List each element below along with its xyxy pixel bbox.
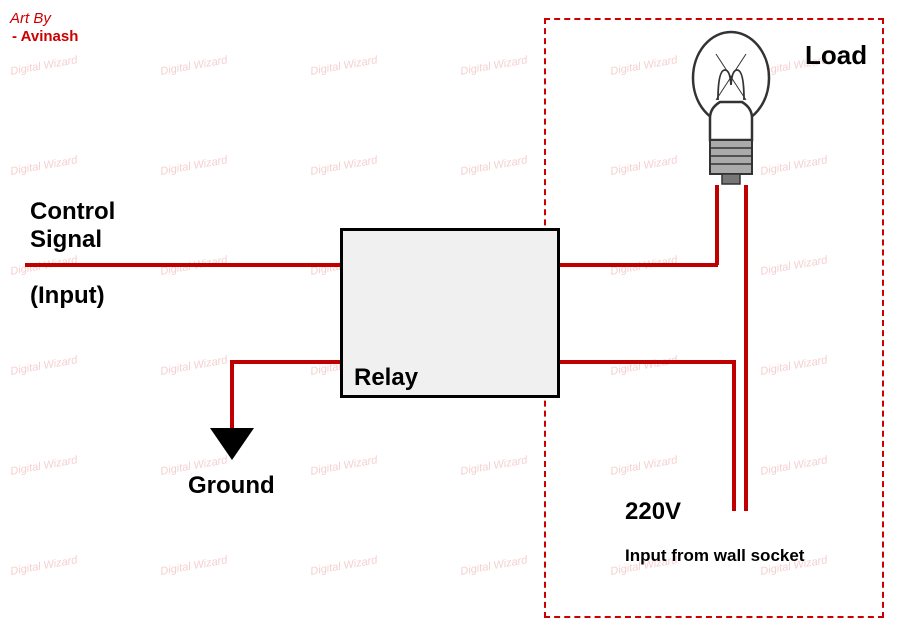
watermark: Digital Wizard xyxy=(159,554,228,578)
wire-relay-out-bot xyxy=(560,360,735,364)
wire-bulb-to-relay xyxy=(715,185,719,265)
watermark: Digital Wizard xyxy=(9,354,78,378)
credit-name: - Avinash xyxy=(12,28,78,45)
watermark: Digital Wizard xyxy=(9,54,78,78)
input-label: (Input) xyxy=(30,282,105,310)
watermark: Digital Wizard xyxy=(459,154,528,178)
relay-label: Relay xyxy=(354,364,418,392)
wire-control-in xyxy=(25,263,340,267)
watermark: Digital Wizard xyxy=(159,354,228,378)
watermark: Digital Wizard xyxy=(9,554,78,578)
watermark: Digital Wizard xyxy=(459,454,528,478)
control-label-1: Control xyxy=(30,198,115,226)
watermark: Digital Wizard xyxy=(309,554,378,578)
watermark: Digital Wizard xyxy=(459,554,528,578)
watermark: Digital Wizard xyxy=(9,454,78,478)
wire-relay-out-top xyxy=(560,263,718,267)
voltage-label: 220V xyxy=(625,498,681,526)
wire-relay-to-socket xyxy=(732,360,736,511)
wire-ground-v xyxy=(230,360,234,430)
socket-label: Input from wall socket xyxy=(625,546,804,566)
watermark: Digital Wizard xyxy=(309,154,378,178)
ground-label: Ground xyxy=(188,472,275,500)
control-label-2: Signal xyxy=(30,226,102,254)
bulb-icon xyxy=(690,30,772,190)
watermark: Digital Wizard xyxy=(9,154,78,178)
watermark: Digital Wizard xyxy=(309,54,378,78)
watermark: Digital Wizard xyxy=(159,154,228,178)
watermark: Digital Wizard xyxy=(459,54,528,78)
wire-bulb-to-socket xyxy=(744,185,748,511)
load-label: Load xyxy=(805,40,867,71)
credit-label: Art By xyxy=(10,10,51,27)
watermark: Digital Wizard xyxy=(309,454,378,478)
wire-ground-h xyxy=(230,360,340,364)
ground-icon xyxy=(210,428,254,460)
watermark: Digital Wizard xyxy=(159,54,228,78)
